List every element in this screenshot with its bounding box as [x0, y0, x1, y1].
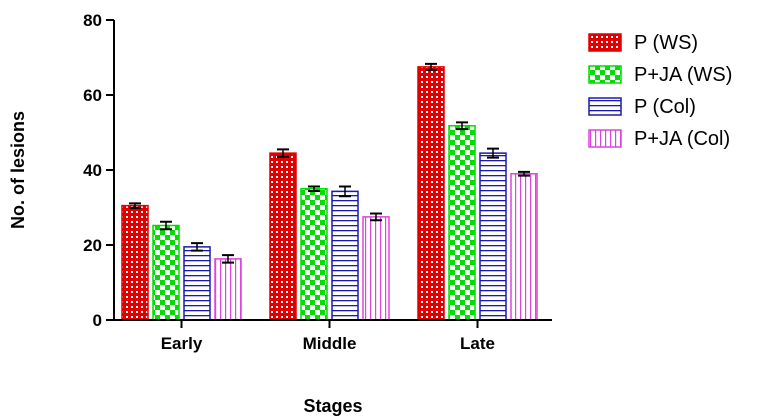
- legend-label: P+JA (Col): [634, 128, 730, 150]
- bar: [362, 216, 390, 321]
- x-ticks: Early Middle Late: [161, 320, 495, 353]
- error-bar: [370, 212, 382, 222]
- error-bar: [456, 121, 468, 131]
- bar: [331, 190, 359, 321]
- bar: [183, 246, 211, 321]
- bar: [510, 173, 538, 321]
- y-tick-label: 80: [83, 11, 102, 30]
- bar: [417, 66, 445, 321]
- y-ticks: 0 20 40 60 80: [83, 11, 114, 330]
- error-bar: [129, 202, 141, 209]
- x-axis-label: Stages: [303, 396, 362, 416]
- legend-swatch: [588, 129, 622, 148]
- legend-label: P (Col): [634, 96, 696, 118]
- bar: [479, 152, 507, 321]
- error-bar: [308, 185, 320, 192]
- error-bar: [191, 242, 203, 252]
- error-bar: [518, 170, 530, 177]
- y-tick-label: 20: [83, 236, 102, 255]
- y-tick-label: 40: [83, 161, 102, 180]
- legend-swatch: [588, 65, 622, 84]
- bar: [269, 152, 297, 321]
- bar: [152, 224, 180, 321]
- x-tick-label: Middle: [303, 334, 357, 353]
- bar: [121, 204, 149, 321]
- legend-label: P (WS): [634, 32, 698, 54]
- plot-area: [121, 62, 538, 321]
- x-tick-label: Late: [460, 334, 495, 353]
- bar: [214, 258, 242, 321]
- legend-label: P+JA (WS): [634, 64, 732, 86]
- x-tick-label: Early: [161, 334, 203, 353]
- y-axis-label: No. of lesions: [8, 111, 28, 229]
- legend: P (WS) P+JA (WS) P (Col) P+JA (Col): [588, 32, 732, 150]
- bar: [300, 188, 328, 321]
- y-tick-label: 60: [83, 86, 102, 105]
- error-bar: [339, 185, 351, 198]
- legend-swatch: [588, 33, 622, 52]
- legend-swatch: [588, 97, 622, 116]
- bar: [448, 125, 476, 321]
- error-bar: [277, 148, 289, 158]
- error-bar: [160, 220, 172, 231]
- y-tick-label: 0: [93, 311, 102, 330]
- error-bar: [425, 62, 437, 71]
- error-bar: [222, 254, 234, 264]
- error-bar: [487, 147, 499, 159]
